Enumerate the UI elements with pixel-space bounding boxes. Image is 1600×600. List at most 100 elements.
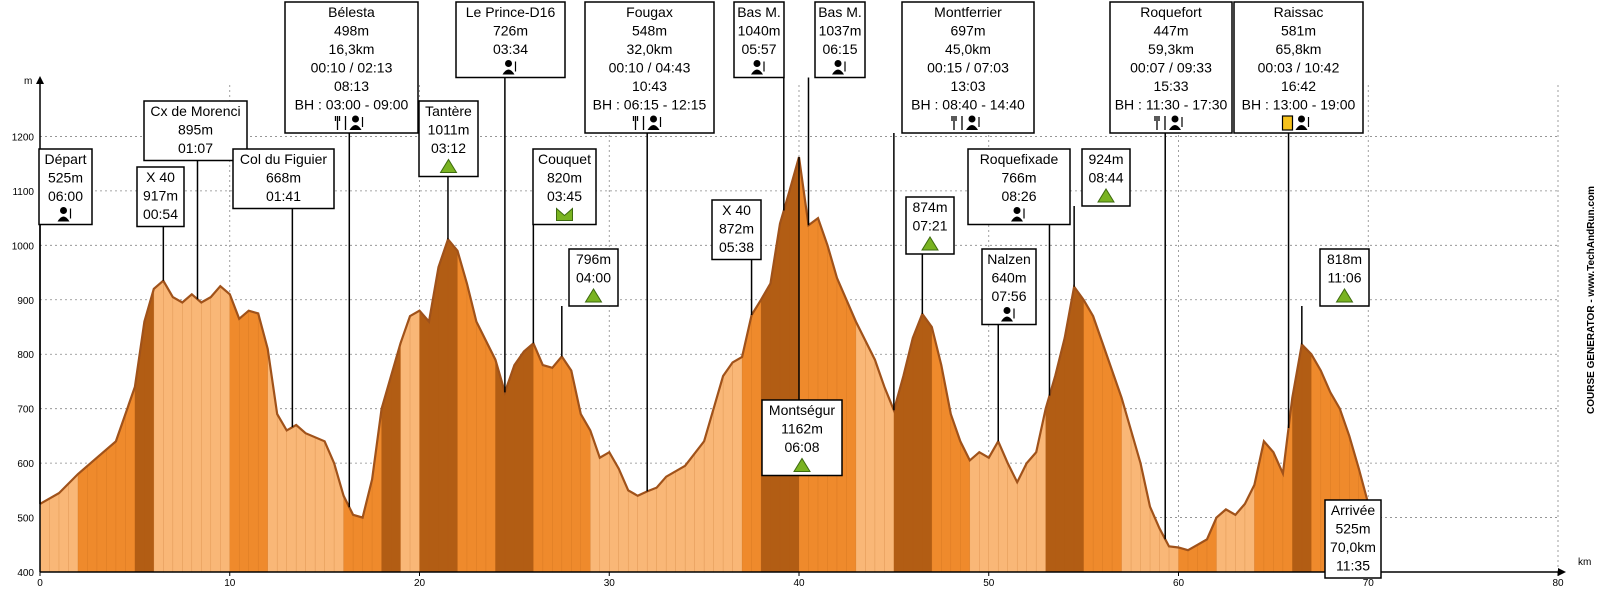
waypoint-box: Montségur 1162m 06:08 [761, 399, 843, 477]
person-aid-icon [502, 60, 517, 75]
waypoint-box-frame [733, 1, 785, 79]
waypoint-text: 1037m [819, 23, 862, 39]
y-tick-label: 1200 [12, 132, 35, 143]
waypoint-box-frame [1109, 1, 1233, 134]
waypoint-box-frame [143, 100, 248, 162]
waypoint-text: 13:03 [950, 78, 985, 94]
food-aid-icon [951, 115, 980, 130]
waypoint-text: Col du Figuier [240, 151, 327, 167]
waypoint-text: 07:56 [991, 288, 1026, 304]
x-tick-label: 60 [1173, 578, 1185, 589]
waypoint-text: 872m [719, 221, 754, 237]
waypoint-box: Nalzen 640m 07:56 [981, 248, 1037, 326]
drink-aid-icon [1281, 115, 1310, 131]
waypoint-text: 895m [178, 122, 213, 138]
waypoint-text: BH : 06:15 - 12:15 [593, 97, 707, 113]
x-tick-label: 50 [983, 578, 995, 589]
person-aid-icon [1001, 307, 1015, 322]
x-tick-label: 30 [604, 578, 616, 589]
credit-text: COURSE GENERATOR - www.TechAndRun.com [1586, 186, 1597, 414]
waypoint-box: 796m 04:00 [568, 248, 619, 307]
waypoint-text: 766m [1001, 170, 1036, 186]
person-aid-icon [832, 60, 846, 75]
waypoint-box: Raissac 581m 65,8km 00:03 / 10:42 16:42 BH : … [1233, 1, 1364, 134]
summit-icon [1097, 188, 1115, 203]
x-axis-arrow-icon [1558, 568, 1566, 576]
waypoint-text: Montferrier [934, 4, 1002, 20]
waypoint-box: Couquet 820m 03:45 [532, 148, 597, 226]
waypoint-text: 00:03 / 10:42 [1258, 60, 1340, 76]
profile-line [39, 156, 1370, 552]
waypoint-text: 00:07 / 09:33 [1130, 60, 1212, 76]
waypoint-box-frame [1324, 499, 1382, 579]
waypoint-text: 06:08 [784, 439, 819, 455]
food-aid-icon [334, 115, 364, 130]
waypoint-box-frame [232, 148, 335, 210]
y-tick-label: 1000 [12, 241, 35, 252]
y-tick-label: 500 [17, 514, 34, 525]
waypoint-text: Nalzen [987, 251, 1031, 267]
waypoint-text: 01:41 [266, 188, 301, 204]
x-axis-unit: km [1578, 557, 1591, 568]
person-aid-icon [57, 207, 72, 222]
waypoint-text: 15:33 [1153, 78, 1188, 94]
waypoint-text: Couquet [538, 151, 591, 167]
waypoint-text: 16:42 [1281, 78, 1316, 94]
waypoint-box: Tantère 1011m 03:12 [418, 100, 479, 178]
waypoint-text: 06:15 [822, 41, 857, 57]
y-axis-arrow-icon [36, 76, 44, 84]
y-tick-label: 800 [17, 350, 34, 361]
waypoint-text: 07:21 [912, 218, 947, 234]
waypoint-text: 05:38 [719, 239, 754, 255]
person-aid-icon [1011, 207, 1025, 222]
waypoint-text: Départ [44, 151, 86, 167]
waypoint-text: 59,3km [1148, 41, 1194, 57]
waypoint-text: 820m [547, 170, 582, 186]
waypoint-text: 11:35 [1336, 558, 1370, 574]
waypoint-box: X 40 917m 00:54 [136, 166, 185, 228]
annotation-pointers [39, 77, 1369, 578]
waypoint-text: Fougax [626, 4, 673, 20]
waypoint-text: X 40 [722, 202, 751, 218]
waypoint-text: 03:45 [547, 188, 582, 204]
waypoint-text: 726m [493, 23, 528, 39]
waypoint-box: X 40 872m 05:38 [711, 199, 762, 261]
waypoint-text: 447m [1153, 23, 1188, 39]
waypoint-text: Arrivée [1331, 502, 1376, 518]
waypoint-text: 1162m [781, 421, 823, 437]
waypoint-box: 874m 07:21 [905, 196, 955, 255]
waypoint-text: 581m [1281, 23, 1316, 39]
waypoint-text: 04:00 [576, 270, 611, 286]
waypoint-text: Bélesta [328, 4, 375, 20]
waypoint-text: 1040m [738, 23, 781, 39]
waypoint-text: 924m [1088, 151, 1123, 167]
waypoint-text: BH : 11:30 - 17:30 [1115, 97, 1228, 113]
y-axis-unit: m [24, 76, 32, 87]
waypoint-box: Cx de Morenci 895m 01:07 [143, 100, 248, 162]
food-aid-icon [632, 115, 662, 130]
waypoint-box: Bas M. 1037m 06:15 [814, 1, 866, 79]
pass-icon [556, 207, 573, 221]
tick-labels: 400 500 600 700 800 900 1000 1100 1200 0 10 20 30 40 5… [12, 132, 1564, 589]
annotation-boxes: Départ 525m 06:00 X 40 917m 00:54 Cx de Morenc… [38, 1, 1382, 579]
y-tick-label: 1100 [12, 187, 34, 198]
waypoint-text: 08:13 [334, 78, 369, 94]
waypoint-text: Bas M. [818, 4, 862, 20]
waypoint-text: 00:10 / 04:43 [609, 60, 691, 76]
waypoint-box-frame [711, 199, 762, 261]
waypoint-text: Montségur [769, 402, 835, 418]
waypoint-text: Roquefixade [980, 151, 1059, 167]
waypoint-text: 818m [1327, 251, 1362, 267]
waypoint-text: 32,0km [627, 41, 673, 57]
waypoint-text: Bas M. [737, 4, 781, 20]
summit-icon [439, 158, 458, 173]
waypoint-text: 06:00 [48, 188, 83, 204]
y-tick-label: 600 [17, 459, 34, 470]
waypoint-box: Roquefixade 766m 08:26 [967, 148, 1071, 226]
summit-icon [793, 457, 811, 472]
waypoint-text: 917m [143, 188, 178, 204]
summit-icon [921, 236, 939, 251]
waypoint-box: 924m 08:44 [1081, 148, 1131, 207]
waypoint-box: Col du Figuier 668m 01:41 [232, 148, 335, 210]
